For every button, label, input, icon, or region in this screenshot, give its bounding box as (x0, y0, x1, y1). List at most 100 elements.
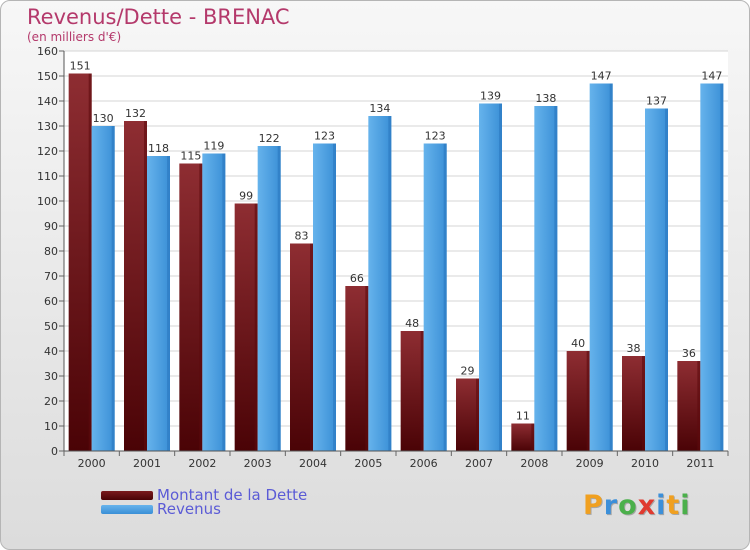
bar-debt-2004 (290, 243, 313, 451)
bar-shade-debt (420, 331, 424, 451)
x-tick-label: 2009 (576, 457, 604, 470)
y-tick-label: 120 (37, 145, 58, 158)
axes: 0 10 20 30 40 50 60 70 80 90 100 110 120 130 140 150 160… (37, 45, 729, 470)
proxiti-logo: Proxiti (583, 490, 691, 521)
bar-shade-revenus (388, 116, 392, 451)
x-tick-label: 2007 (465, 457, 493, 470)
bar-shade-debt (365, 286, 369, 451)
x-tick-label: 2003 (244, 457, 272, 470)
y-tick-label: 0 (51, 445, 58, 458)
x-tick-label: 2004 (299, 457, 327, 470)
logo-letter: P (583, 490, 604, 521)
bar-shade-revenus (111, 126, 115, 451)
bar-revenus-2010 (645, 108, 668, 451)
bar-revenus-2002 (202, 153, 226, 451)
bar-debt-2010 (622, 356, 645, 451)
y-tick-label: 40 (44, 345, 58, 358)
bar-shade-revenus (167, 156, 170, 451)
bar-debt-2003 (234, 203, 258, 451)
bar-debt-2007 (456, 378, 479, 451)
y-tick-label: 160 (37, 45, 58, 58)
data-label-debt: 132 (125, 107, 146, 120)
bar-revenus-2006 (423, 143, 447, 451)
bar-revenus-2008 (534, 106, 558, 451)
logo-letter: t (666, 490, 681, 521)
logo-letter: o (618, 490, 638, 521)
data-label-revenus: 139 (480, 90, 501, 103)
x-tick-label: 2000 (78, 457, 106, 470)
x-tick-label: 2008 (520, 457, 548, 470)
y-tick-label: 80 (44, 245, 58, 258)
y-tick-label: 20 (44, 395, 58, 408)
y-tick-label: 10 (44, 420, 58, 433)
data-label-debt: 83 (295, 230, 309, 243)
logo-letter: i (656, 490, 667, 521)
x-tick-label: 2006 (410, 457, 438, 470)
bar-shade-revenus (333, 143, 336, 451)
x-tick-label: 2010 (631, 457, 659, 470)
bar-shade-revenus (443, 143, 447, 451)
bar-shade-debt (697, 361, 701, 451)
data-label-debt: 115 (180, 150, 201, 163)
legend-swatch-debt (101, 490, 153, 500)
bar-shade-debt (144, 121, 147, 451)
bar-debt-2008 (511, 423, 535, 451)
bar-shade-debt (254, 203, 258, 451)
bar-shade-revenus (720, 83, 724, 451)
legend-swatch-revenus (101, 504, 153, 514)
y-tick-label: 70 (44, 270, 58, 283)
y-tick-label: 130 (37, 120, 58, 133)
y-tick-label: 90 (44, 220, 58, 233)
bar-shade-revenus (222, 153, 226, 451)
bar-revenus-2007 (479, 103, 502, 451)
bar-shade-revenus (665, 108, 668, 451)
data-label-debt: 36 (682, 347, 696, 360)
y-tick-label: 50 (44, 320, 58, 333)
legend-label-debt: Montant de la Dette (157, 486, 308, 504)
bar-shade-debt (642, 356, 645, 451)
bar-debt-2000 (68, 73, 92, 451)
bar-shade-debt (88, 73, 92, 451)
logo-letter: x (637, 490, 657, 521)
data-label-debt: 38 (627, 342, 641, 355)
bars (68, 73, 724, 451)
y-tick-label: 110 (37, 170, 58, 183)
bar-debt-2011 (677, 361, 701, 451)
y-tick-label: 150 (37, 70, 58, 83)
legend-item-revenus: Revenus (101, 500, 221, 518)
data-label-revenus: 138 (535, 92, 556, 105)
bar-revenus-2009 (589, 83, 613, 451)
bar-shade-debt (310, 243, 313, 451)
data-label-revenus: 123 (425, 130, 446, 143)
data-label-revenus: 147 (701, 70, 722, 83)
data-label-debt: 29 (461, 365, 475, 378)
chart-title: Revenus/Dette - BRENAC (27, 5, 290, 29)
data-label-revenus: 137 (646, 95, 667, 108)
bar-revenus-2003 (257, 146, 281, 451)
bar-debt-2002 (179, 163, 203, 451)
bar-revenus-2000 (91, 126, 115, 451)
bar-shade-revenus (277, 146, 281, 451)
data-label-revenus: 134 (369, 102, 390, 115)
data-label-debt: 99 (239, 190, 253, 203)
data-label-revenus: 119 (203, 140, 224, 153)
legend-label-revenus: Revenus (157, 500, 221, 518)
data-label-debt: 151 (70, 60, 91, 73)
bar-shade-revenus (609, 83, 613, 451)
data-label-revenus: 130 (93, 112, 114, 125)
bar-debt-2001 (124, 121, 147, 451)
data-label-revenus: 123 (314, 130, 335, 143)
legend-item-debt: Montant de la Dette (101, 486, 308, 504)
bar-shade-debt (199, 163, 203, 451)
bar-debt-2005 (345, 286, 369, 451)
chart-subtitle: (en milliers d'€) (27, 30, 122, 44)
x-tick-label: 2011 (686, 457, 714, 470)
bar-shade-debt (531, 423, 535, 451)
logo-letter: r (603, 490, 619, 521)
x-tick-label: 2005 (354, 457, 382, 470)
logo-letter: i (680, 490, 691, 521)
y-tick-label: 30 (44, 370, 58, 383)
